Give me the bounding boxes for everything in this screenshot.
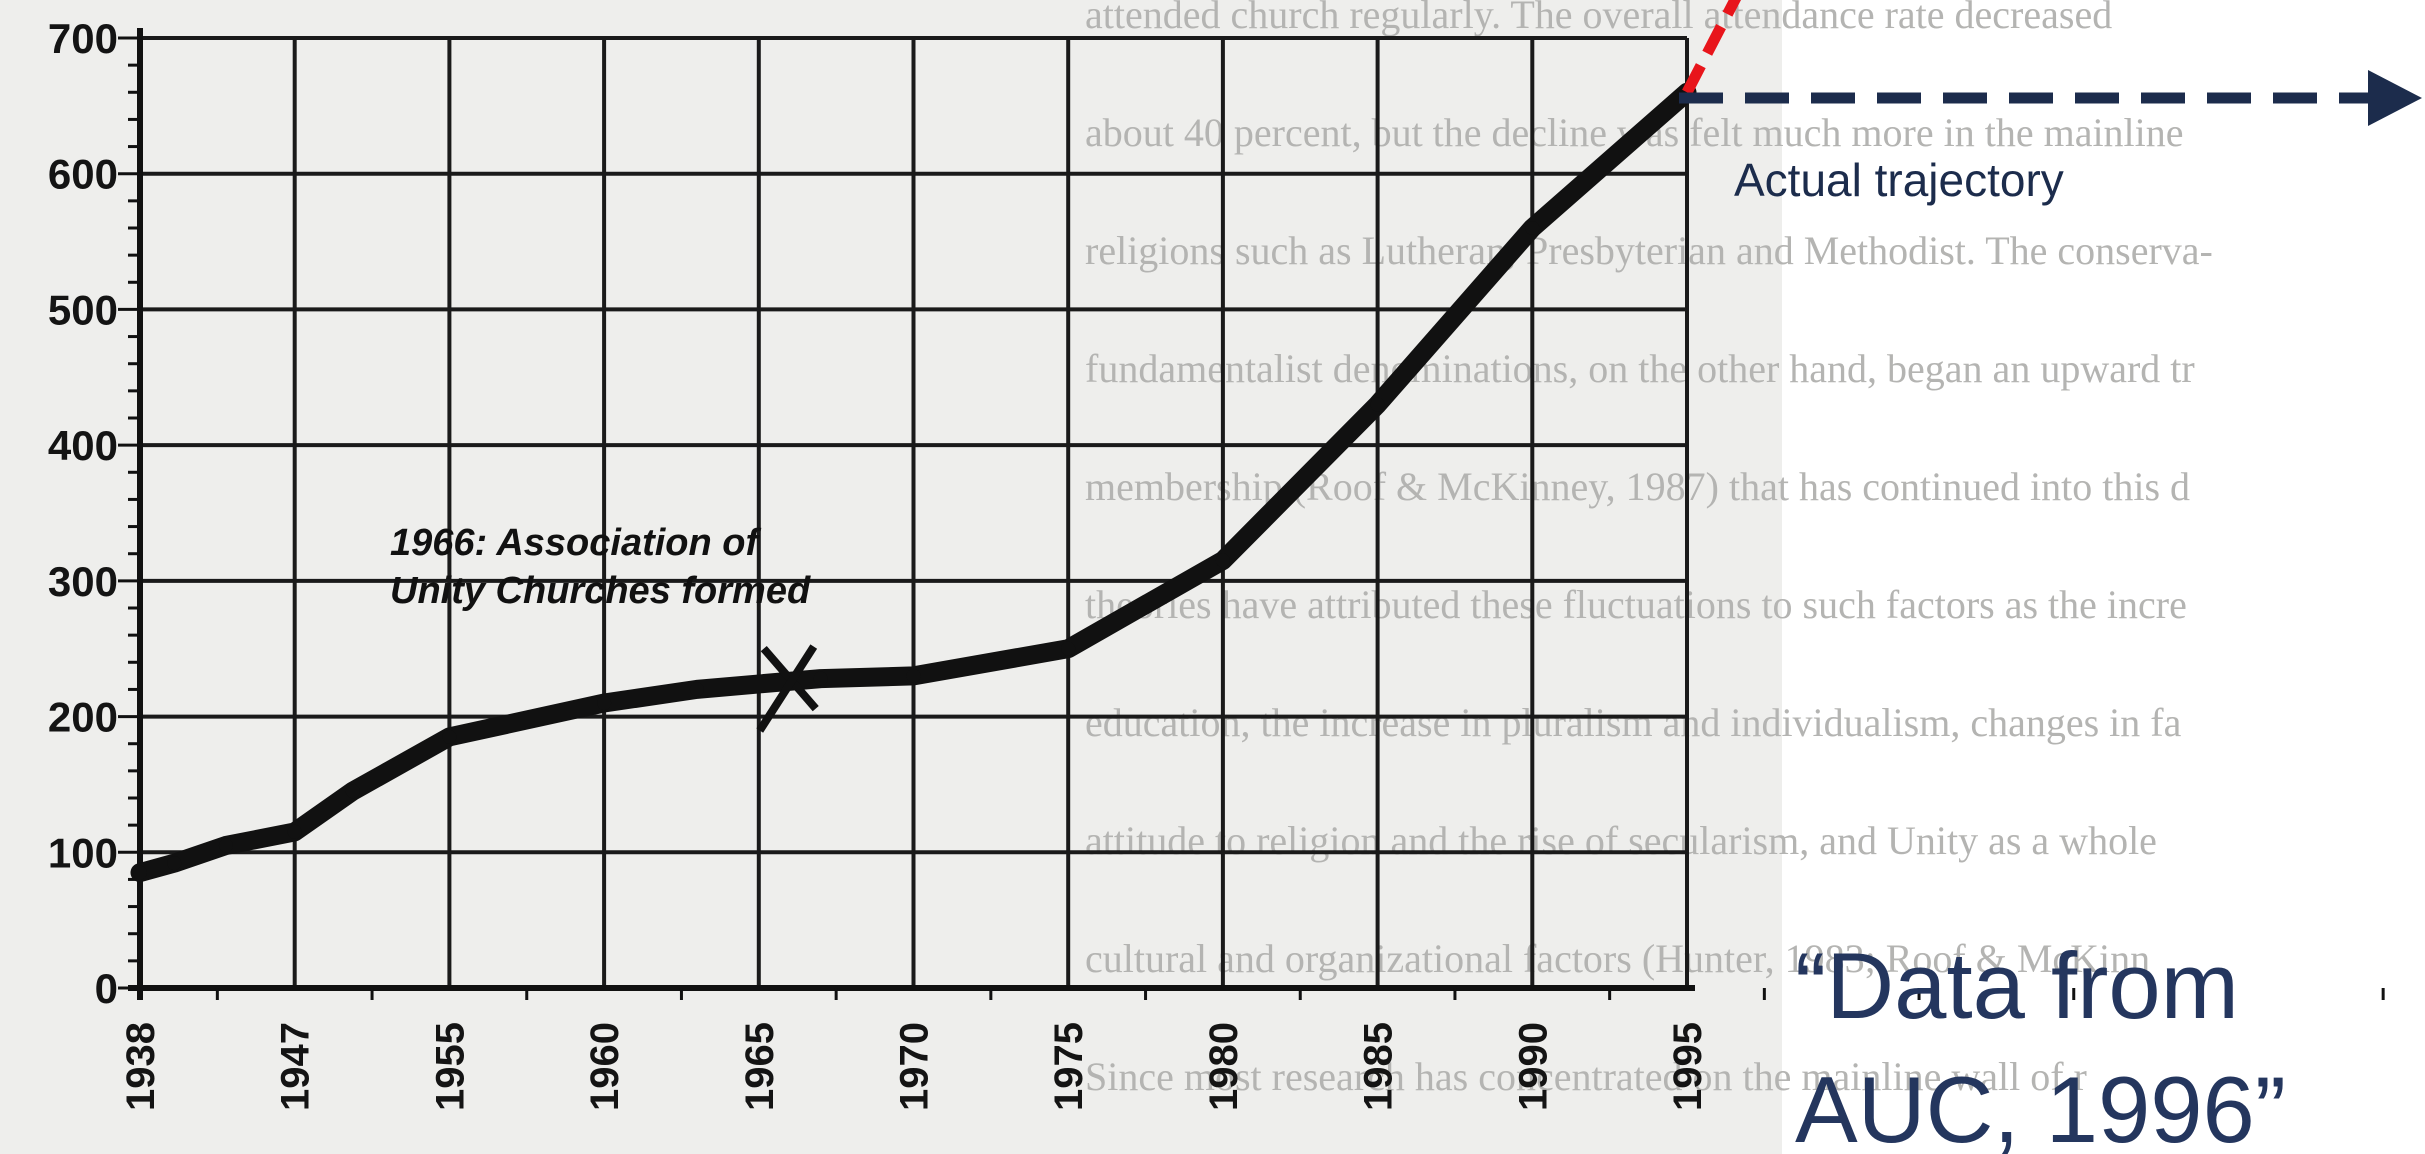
background-text-line: theories have attributed these fluctuati… — [1085, 582, 2187, 627]
x-tick-label: 1990 — [1511, 1022, 1555, 1111]
event-annotation: 1966: Association of Unity Churches forme… — [390, 522, 819, 733]
y-tick-label: 200 — [48, 694, 118, 741]
data-point — [1215, 553, 1230, 568]
data-point — [1370, 397, 1385, 412]
axes — [118, 28, 2385, 1000]
overlay-layer: Actual trajectory “Data from AUC, 1996” — [1679, 0, 2422, 1154]
y-tick-labels: 0 100 200 300 400 500 600 700 — [48, 15, 118, 1012]
x-tick-labels: 1938 1947 1955 1960 1965 1970 1975 1980 1985 1990… — [119, 1022, 1710, 1111]
series-layer — [130, 82, 1697, 883]
y-tick-label: 100 — [48, 829, 118, 876]
event-label: 1966: Association of Unity Churches forme… — [390, 522, 811, 612]
background-text-line: membership (Roof & McKinney, 1987) that … — [1085, 464, 2190, 509]
data-point — [287, 824, 302, 839]
data-point — [1525, 221, 1540, 235]
x-tick-label: 1995 — [1666, 1022, 1710, 1111]
source-quote-line: “Data from — [1795, 933, 2239, 1038]
slide-margin — [1782, 0, 2425, 1154]
background-text-line: attitude to religion and the rise of sec… — [1085, 818, 2157, 863]
data-point — [597, 696, 612, 710]
background-text-line: Since most research has concentrated on … — [1085, 1054, 2087, 1099]
y-tick-label: 700 — [48, 15, 118, 62]
actual-trajectory-label: Actual trajectory — [1734, 154, 2064, 206]
background-text-line: education, the increase in pluralism and… — [1085, 700, 2182, 745]
source-quote: “Data from AUC, 1996” — [1795, 933, 2286, 1154]
data-point — [906, 668, 921, 683]
x-tick-label: 1975 — [1047, 1022, 1091, 1111]
data-point — [813, 671, 828, 686]
expected-trend-line — [1682, 0, 1742, 95]
data-point — [167, 856, 182, 871]
x-tick-label: 1970 — [893, 1022, 937, 1111]
scanned-page — [0, 0, 1782, 1154]
data-point — [1061, 641, 1076, 656]
data-point — [689, 682, 704, 697]
y-tick-label: 400 — [48, 422, 118, 469]
x-tick-label: 1955 — [428, 1022, 472, 1111]
event-label-line: Unity Churches formed — [390, 570, 811, 612]
x-tick-label: 1938 — [119, 1022, 163, 1111]
background-text-line: fundamentalist denominations, on the oth… — [1085, 346, 2195, 391]
y-tick-label: 600 — [48, 151, 118, 198]
actual-trajectory-arrowhead — [2368, 70, 2422, 126]
data-point — [442, 729, 457, 744]
x-tick-label: 1980 — [1202, 1022, 1246, 1111]
data-point — [133, 865, 147, 880]
background-text-line: cultural and organizational factors (Hun… — [1085, 936, 2150, 981]
x-tick-label: 1965 — [738, 1022, 782, 1111]
background-book-text: attended church regularly. The overall a… — [1085, 0, 2213, 1099]
x-tick-label: 1960 — [583, 1022, 627, 1111]
data-point — [345, 784, 360, 799]
y-tick-label: 300 — [48, 558, 118, 605]
y-tick-label: 0 — [95, 965, 118, 1012]
y-tick-label: 500 — [48, 286, 118, 333]
event-label-line: 1966: Association of — [390, 522, 761, 564]
x-tick-label: 1985 — [1357, 1022, 1401, 1111]
background-text-line: attended church regularly. The overall a… — [1085, 0, 2112, 37]
source-quote-line: AUC, 1996” — [1795, 1057, 2286, 1154]
event-marker-stroke — [756, 644, 818, 733]
x-tick-label: 1947 — [274, 1022, 318, 1111]
background-text-line: religions such as Lutheran, Presbyterian… — [1085, 228, 2213, 273]
data-point — [218, 838, 233, 853]
